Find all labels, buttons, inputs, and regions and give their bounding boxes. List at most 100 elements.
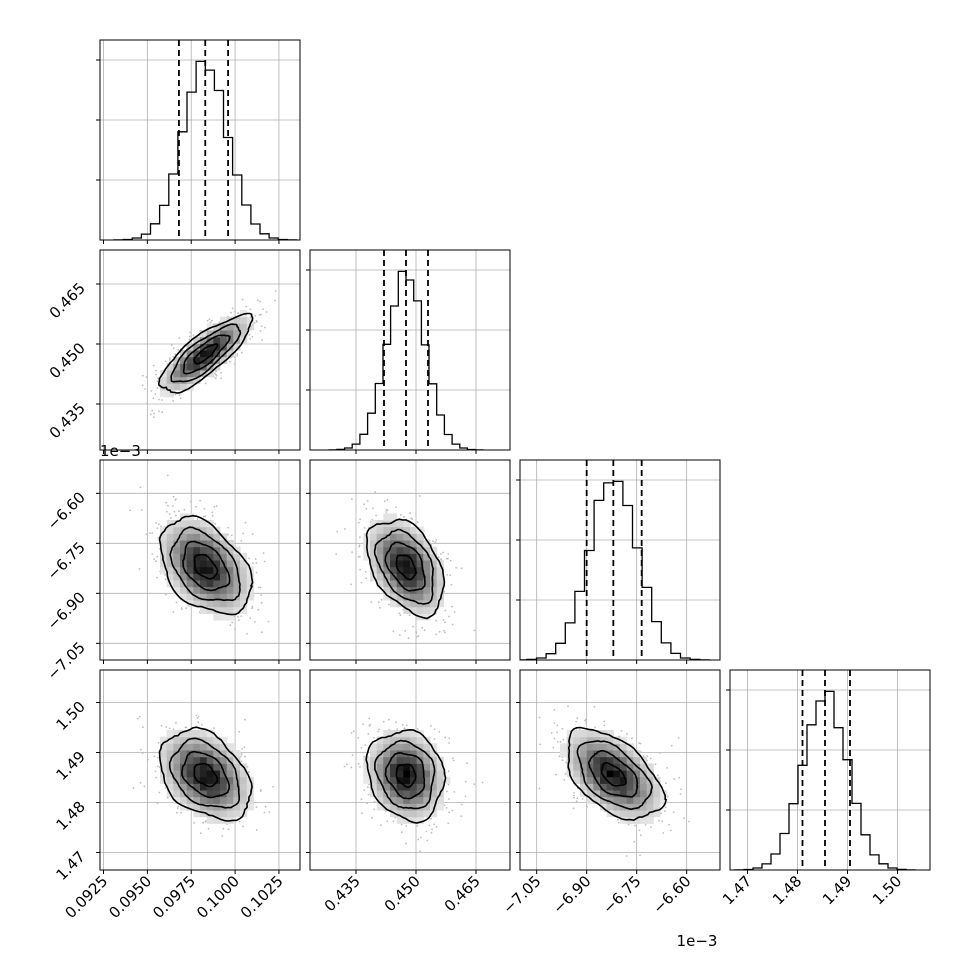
scatter-point: [401, 724, 404, 726]
scatter-point: [417, 838, 420, 841]
density-cell: [390, 770, 398, 778]
density-cell: [390, 560, 398, 568]
density-cell: [186, 763, 194, 771]
density-cell: [640, 763, 648, 771]
density-cell: [606, 796, 614, 804]
scatter-point: [437, 556, 440, 559]
density-cell: [226, 593, 234, 601]
scatter-point: [202, 821, 205, 824]
panel-frame: [309, 669, 511, 871]
density-cell: [390, 513, 398, 521]
density-cell: [173, 520, 181, 528]
density-cell: [220, 593, 228, 601]
density-cell: [370, 783, 378, 791]
scatter-point: [220, 371, 223, 374]
density-cell: [233, 586, 241, 594]
density-cell: [220, 330, 228, 338]
density-cell: [180, 730, 188, 738]
density-cell: [573, 736, 581, 744]
scatter-point: [626, 733, 628, 735]
scatter-point: [446, 790, 448, 793]
density-cell: [173, 763, 181, 771]
density: [335, 491, 476, 640]
density-cell: [423, 776, 431, 784]
scatter-point: [164, 360, 167, 363]
scatter-point: [369, 723, 371, 726]
scatter-point: [418, 495, 421, 497]
density-cell: [180, 376, 188, 384]
density-cell: [220, 566, 228, 574]
scatter-point: [449, 559, 452, 562]
density-cell: [423, 593, 431, 601]
density-cell: [593, 743, 601, 751]
density-cell: [430, 783, 438, 791]
scatter-point: [268, 811, 271, 813]
density-cell: [370, 533, 378, 541]
density-cell: [226, 743, 234, 751]
density-cell: [180, 586, 188, 594]
scatter-point: [443, 804, 446, 807]
density-cell: [206, 540, 214, 548]
scatter-point: [464, 780, 467, 783]
density-cell: [166, 736, 174, 744]
density-cell: [390, 763, 398, 771]
scatter-point: [553, 709, 556, 711]
panel-frame: [729, 669, 931, 871]
density-cell: [220, 356, 228, 364]
density-cell: [436, 566, 444, 574]
scatter-point: [199, 832, 202, 835]
scatter-point: [357, 521, 360, 524]
scatter-point: [138, 715, 141, 718]
scatter-point: [172, 611, 175, 613]
density-cell: [180, 776, 188, 784]
density-cell: [600, 763, 608, 771]
scatter-point: [659, 752, 662, 754]
density-cell: [233, 750, 241, 758]
panel-2-2: [516, 459, 721, 664]
scatter-point: [481, 781, 484, 784]
density-cell: [173, 560, 181, 568]
density-cell: [646, 810, 654, 818]
density-cell: [613, 770, 621, 778]
scatter-point: [360, 747, 363, 749]
scatter-point: [460, 803, 463, 806]
density-cell: [410, 750, 418, 758]
density-cell: [436, 586, 444, 594]
scatter-point: [201, 723, 203, 726]
scatter-point: [189, 500, 192, 503]
density-cell: [200, 343, 208, 351]
scatter-point: [177, 805, 180, 808]
density-cell: [370, 520, 378, 528]
density-cell: [226, 580, 234, 588]
density-cell: [173, 776, 181, 784]
density-cell: [423, 743, 431, 751]
density-cell: [410, 533, 418, 541]
scatter-point: [240, 540, 243, 542]
x-tick-label: 0.0950: [105, 872, 155, 922]
scatter-point: [408, 614, 411, 617]
scatter-point: [139, 486, 142, 489]
density-cell: [186, 553, 194, 561]
scatter-point: [150, 413, 152, 416]
panel-0-0: [96, 39, 301, 244]
scatter-point: [260, 313, 262, 316]
density-cell: [213, 560, 221, 568]
scatter-point: [448, 742, 450, 744]
density-cell: [403, 560, 411, 568]
contour-2: [168, 737, 241, 809]
scatter-point: [175, 721, 177, 724]
density-cell: [586, 743, 594, 751]
density-cell: [390, 580, 398, 588]
density-cell: [186, 566, 194, 574]
density-cell: [430, 810, 438, 818]
density-cell: [633, 810, 641, 818]
density-cell: [200, 330, 208, 338]
density-cell: [370, 553, 378, 561]
density-cell: [226, 540, 234, 548]
density-cell: [640, 796, 648, 804]
scatter-point: [197, 721, 200, 724]
density-cell: [166, 520, 174, 528]
scatter-point: [386, 820, 389, 823]
density-cell: [620, 743, 628, 751]
scatter-point: [660, 812, 662, 814]
